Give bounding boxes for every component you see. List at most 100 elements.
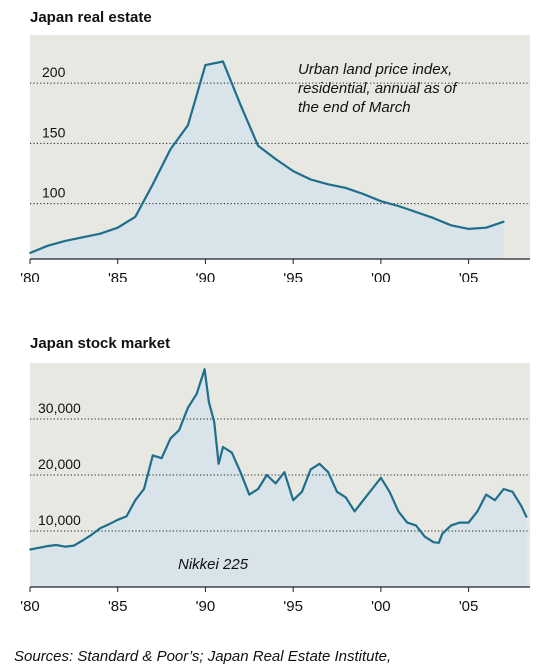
data-point: [195, 392, 198, 395]
data-point: [99, 232, 102, 235]
data-point: [511, 490, 514, 493]
data-point: [239, 103, 242, 106]
data-point: [257, 488, 259, 490]
data-point: [380, 200, 382, 203]
x-tick-label: '05: [459, 598, 479, 615]
data-point: [239, 471, 242, 474]
data-point: [450, 524, 452, 527]
series-area-fill: [30, 369, 527, 587]
data-point: [458, 521, 461, 524]
data-point: [203, 368, 206, 371]
data-point: [134, 215, 137, 218]
data-point: [108, 523, 110, 526]
data-point: [283, 471, 286, 474]
data-point: [415, 211, 417, 213]
data-point: [187, 406, 189, 409]
real-estate-chart: 100 150 200 '80 '85 '90 '95 '00 '05 Urban land pr…: [20, 35, 530, 282]
data-point: [476, 510, 479, 513]
series-area-fill: [30, 61, 504, 259]
data-point: [274, 158, 277, 160]
x-tick-label: '00: [371, 598, 391, 615]
y-tick-label: 100: [42, 185, 66, 201]
data-point: [116, 226, 119, 229]
data-point: [29, 548, 31, 551]
x-tick-label: '85: [108, 270, 128, 282]
data-point: [467, 228, 470, 230]
series-line: [29, 60, 505, 255]
annotation-text: the end of March: [298, 99, 411, 116]
source-note: Sources: Standard & Poor’s; Japan Real E…: [14, 648, 392, 665]
data-point: [81, 236, 84, 239]
y-tick-label: 150: [42, 124, 66, 140]
chart-title-real-estate: Japan real estate: [30, 9, 152, 26]
data-point: [397, 205, 400, 207]
data-point: [309, 178, 312, 181]
data-point: [64, 545, 66, 548]
data-point: [502, 488, 505, 490]
data-point: [81, 539, 84, 542]
x-tick-label: '90: [196, 270, 216, 282]
x-tick-label: '00: [371, 270, 391, 282]
data-point: [525, 516, 528, 518]
y-tick-label: 30,000: [38, 400, 81, 416]
data-point: [485, 493, 487, 496]
data-point: [494, 499, 496, 502]
annotation-text: Urban land price index,: [298, 61, 452, 78]
data-point: [432, 541, 435, 544]
data-point: [151, 454, 154, 457]
data-point: [143, 488, 145, 490]
data-point: [178, 429, 181, 432]
data-point: [222, 60, 224, 63]
data-point: [380, 476, 382, 479]
x-tick-label: '90: [196, 598, 216, 615]
y-tick-label: 200: [42, 64, 66, 80]
data-point: [423, 535, 426, 538]
x-tick-label: '80: [20, 270, 40, 282]
data-point: [292, 499, 295, 502]
data-point: [353, 510, 356, 513]
data-point: [388, 490, 391, 493]
data-point: [406, 521, 409, 524]
data-point: [37, 546, 40, 549]
data-point: [362, 193, 365, 195]
data-point: [169, 148, 172, 151]
x-tick-label: '95: [283, 270, 303, 282]
data-point: [301, 490, 303, 493]
chart-title-stock-market: Japan stock market: [30, 335, 171, 352]
data-point: [362, 499, 365, 502]
data-point: [450, 224, 452, 227]
data-point: [397, 510, 400, 513]
data-point: [415, 524, 417, 527]
x-tick-label: '95: [283, 598, 303, 615]
data-point: [151, 183, 154, 186]
data-point: [437, 541, 440, 544]
data-point: [257, 144, 259, 147]
data-point: [274, 482, 277, 485]
data-point: [520, 504, 523, 507]
data-point: [336, 490, 338, 493]
x-tick-label: '80: [20, 598, 40, 615]
x-tick-label: '85: [108, 598, 128, 615]
data-point: [55, 544, 58, 546]
data-point: [46, 545, 49, 547]
x-tick-label: '05: [459, 270, 479, 282]
data-point: [116, 518, 119, 521]
data-point: [344, 496, 347, 499]
data-point: [467, 521, 470, 524]
data-point: [204, 64, 207, 66]
data-point: [160, 457, 163, 460]
annotation-text: Nikkei 225: [178, 556, 249, 573]
data-point: [502, 220, 505, 223]
data-point: [432, 217, 435, 220]
data-point: [292, 170, 295, 173]
data-point: [485, 226, 487, 229]
data-point: [441, 532, 444, 535]
data-point: [29, 252, 31, 254]
y-tick-label: 10,000: [38, 512, 81, 528]
data-point: [327, 471, 330, 474]
data-point: [309, 468, 312, 471]
data-point: [46, 244, 49, 247]
data-point: [248, 493, 251, 496]
data-point: [222, 446, 224, 448]
stock-market-chart: 10,000 20,000 30,000 '80 '85 '90 '95 '00 '05 Nikk…: [20, 363, 530, 615]
